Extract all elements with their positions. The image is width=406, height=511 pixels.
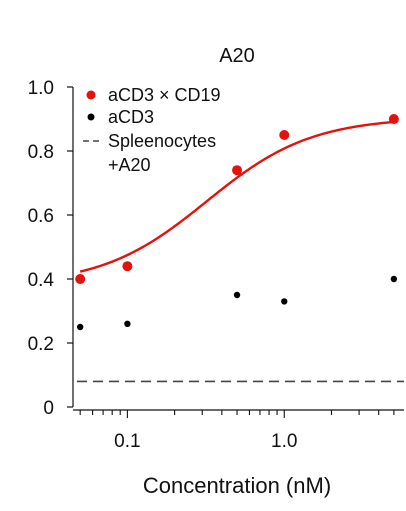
y-tick-label: 0.6 [28,206,54,227]
legend-label-baseline: Spleenocytes +A20 [108,131,216,175]
axes: 0 0.2 0.4 0.6 0.8 1.0 0.1 1.0 [28,78,404,452]
y-tick-label: 0.2 [28,334,54,355]
data-point-acd3 [281,298,288,305]
data-point-acd3 [76,323,84,331]
y-tick-label: 0.8 [28,142,54,163]
data-point-acd3-cd19 [122,261,133,272]
legend-label-acd3: aCD3 [108,107,154,127]
y-tick-label: 0 [43,398,54,419]
y-tick-label: 1.0 [28,78,54,99]
y-tick-label: 0.4 [28,270,55,291]
fit-curve [79,120,394,273]
x-tick-label: 1.0 [271,431,297,452]
data-point-acd3-cd19 [232,165,243,176]
data-point-acd3 [390,275,398,283]
legend-marker-acd3 [87,113,95,121]
x-tick-label: 0.1 [114,431,140,452]
data-point-acd3 [233,291,241,299]
data-point-acd3-cd19 [75,274,86,284]
data-point-acd3 [124,320,131,327]
plot-area [75,114,404,383]
x-axis-label: Concentration (nM) [143,473,331,498]
chart-title: A20 [219,45,255,67]
data-point-acd3-cd19 [279,130,290,140]
legend-marker-acd3-cd19 [86,90,96,100]
legend-label-acd3-cd19: aCD3 × CD19 [108,85,221,105]
data-point-acd3-cd19 [388,114,399,124]
